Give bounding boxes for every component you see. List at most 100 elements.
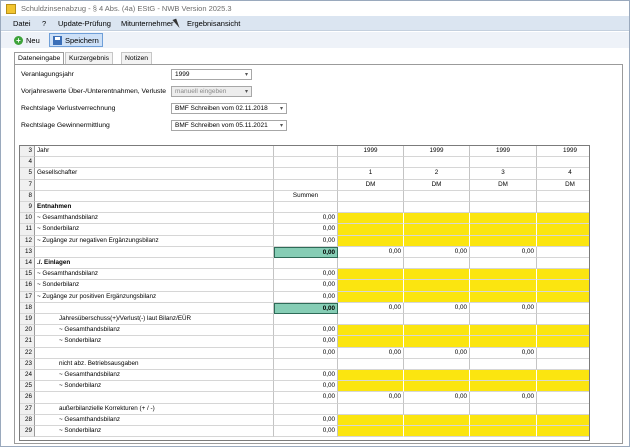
partner-1-cell[interactable] (338, 291, 404, 303)
partner-1-cell[interactable] (338, 370, 404, 382)
partner-2-cell[interactable] (404, 426, 470, 438)
row-label: ~ Zugänge zur negativen Ergänzungsbilanz (35, 235, 274, 247)
partner-1-cell[interactable] (338, 381, 404, 393)
table-row: 3 Jahr 1999 1999 1999 1999 (20, 146, 589, 158)
menu-datei[interactable]: Datei (13, 19, 31, 28)
save-button[interactable]: Speichern (49, 33, 103, 47)
partner-4-cell[interactable] (537, 325, 589, 337)
partner-3-cell[interactable] (470, 235, 537, 247)
sum-cell: 0,00 (274, 392, 338, 404)
table-row: 12 ~ Zugänge zur negativen Ergänzungsbila… (20, 235, 589, 247)
partner-3-cell[interactable] (470, 291, 537, 303)
partner-3-cell[interactable] (470, 336, 537, 348)
menu-ergebnisansicht[interactable]: Ergebnisansicht (187, 19, 241, 28)
partner-3-cell[interactable] (470, 426, 537, 438)
tab-dateneingabe[interactable]: Dateneingabe (14, 52, 65, 65)
title-bar: Schuldzinsenabzug - § 4 Abs. (4a) EStG -… (1, 1, 629, 16)
select-rechtslage-gewinnermittlung[interactable]: BMF Schreiben vom 05.11.2021 ▾ (171, 120, 287, 131)
tab-notizen[interactable]: Notizen (121, 52, 153, 64)
row-label (35, 179, 274, 191)
partner-2-cell: DM (404, 179, 470, 191)
partner-1-cell: DM (338, 179, 404, 191)
partner-2-cell[interactable] (404, 414, 470, 426)
partner-1-cell[interactable] (338, 235, 404, 247)
new-button[interactable]: + Neu (11, 33, 43, 47)
partner-4-cell[interactable] (537, 235, 589, 247)
partner-2-cell[interactable] (404, 213, 470, 225)
partner-3-cell[interactable] (470, 224, 537, 236)
partner-3-cell (470, 258, 537, 270)
partner-3-cell[interactable] (470, 269, 537, 281)
partner-2-cell[interactable] (404, 291, 470, 303)
row-label: Gesellschafter (35, 168, 274, 180)
table-row: 25 ~ Sonderbilanz 0,00 (20, 381, 589, 393)
partner-2-cell[interactable] (404, 370, 470, 382)
table-row: 9 Entnahmen (20, 202, 589, 214)
partner-4-cell (537, 258, 589, 270)
sum-cell: 0,00 (274, 336, 338, 348)
row-label (35, 246, 274, 258)
select-rechtslage-verlustverrechnung[interactable]: BMF Schreiben vom 02.11.2018 ▾ (171, 103, 287, 114)
menu-help[interactable]: ? (42, 19, 47, 28)
partner-2-cell: 2 (404, 168, 470, 180)
partner-4-cell[interactable] (537, 414, 589, 426)
partner-4-cell[interactable] (537, 213, 589, 225)
partner-3-cell[interactable] (470, 381, 537, 393)
row-label: Jahresüberschuss(+)/Verlust(-) laut Bila… (35, 314, 274, 326)
partner-1-cell (338, 258, 404, 270)
partner-2-cell: 0,00 (404, 392, 470, 404)
partner-2-cell[interactable] (404, 325, 470, 337)
menu-update-pruefung[interactable]: Update-Prüfung (58, 19, 111, 28)
partner-4-cell[interactable] (537, 426, 589, 438)
partner-2-cell[interactable] (404, 336, 470, 348)
row-label (35, 392, 274, 404)
partner-2-cell (404, 403, 470, 415)
sum-cell: 0,00 (274, 246, 338, 258)
partner-2-cell[interactable] (404, 269, 470, 281)
partner-1-cell: 0,00 (338, 246, 404, 258)
tab-kurzergebnis[interactable]: Kurzergebnis (65, 52, 114, 64)
partner-4-cell[interactable] (537, 336, 589, 348)
partner-1-cell[interactable] (338, 414, 404, 426)
partner-4-cell[interactable] (537, 291, 589, 303)
row-number: 27 (20, 403, 35, 415)
partner-2-cell: 0,00 (404, 246, 470, 258)
partner-1-cell (338, 403, 404, 415)
partner-3-cell[interactable] (470, 213, 537, 225)
partner-1-cell: 1999 (338, 146, 404, 158)
partner-4-cell[interactable] (537, 370, 589, 382)
partner-2-cell[interactable] (404, 235, 470, 247)
partner-3-cell[interactable] (470, 370, 537, 382)
partner-3-cell: 0,00 (470, 347, 537, 359)
partner-2-cell (404, 190, 470, 202)
partner-1-cell[interactable] (338, 336, 404, 348)
row-number: 5 (20, 168, 35, 180)
partner-4-cell[interactable] (537, 224, 589, 236)
data-grid: ▲ ▼ 3Jahr199919991999199945Gesellschafte… (19, 145, 590, 441)
menu-mitunternehmer[interactable]: Mitunternehmer (121, 19, 174, 28)
partner-2-cell[interactable] (404, 224, 470, 236)
partner-4-cell: 0,00 (537, 392, 589, 404)
select-veranlagungsjahr[interactable]: 1999 ▾ (171, 69, 252, 80)
select-vorjahreswerte: manuell eingeben ▾ (171, 86, 252, 97)
partner-4-cell[interactable] (537, 381, 589, 393)
partner-1-cell[interactable] (338, 213, 404, 225)
label-vorjahreswerte: Vorjahreswerte Über-/Unterentnahmen, Ver… (21, 88, 167, 95)
sum-cell: 0,00 (274, 213, 338, 225)
partner-1-cell[interactable] (338, 325, 404, 337)
partner-4-cell: 4 (537, 168, 589, 180)
partner-3-cell[interactable] (470, 280, 537, 292)
partner-2-cell[interactable] (404, 381, 470, 393)
partner-1-cell[interactable] (338, 269, 404, 281)
partner-4-cell[interactable] (537, 269, 589, 281)
row-label: ~ Sonderbilanz (35, 224, 274, 236)
partner-1-cell[interactable] (338, 224, 404, 236)
partner-3-cell[interactable] (470, 414, 537, 426)
window-title: Schuldzinsenabzug - § 4 Abs. (4a) EStG -… (21, 4, 232, 13)
partner-3-cell[interactable] (470, 325, 537, 337)
partner-1-cell[interactable] (338, 426, 404, 438)
partner-2-cell[interactable] (404, 280, 470, 292)
partner-4-cell[interactable] (537, 280, 589, 292)
partner-1-cell (338, 202, 404, 214)
partner-1-cell[interactable] (338, 280, 404, 292)
